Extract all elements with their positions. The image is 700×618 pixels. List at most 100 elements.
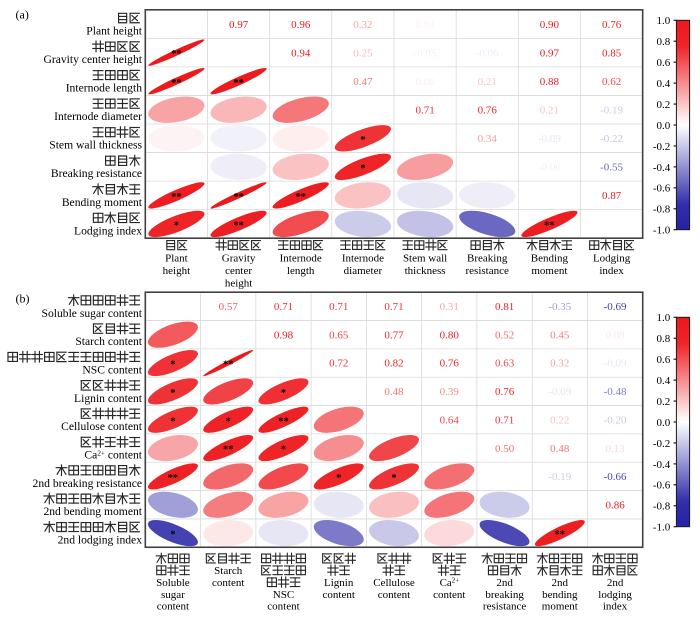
svg-text:0.34: 0.34 bbox=[478, 133, 498, 145]
svg-text:-0.66: -0.66 bbox=[604, 471, 627, 483]
svg-text:index: index bbox=[603, 601, 628, 613]
svg-text:(a): (a) bbox=[16, 8, 29, 22]
svg-text:content: content bbox=[157, 601, 189, 613]
svg-text:**: ** bbox=[233, 192, 244, 203]
svg-text:-0.4: -0.4 bbox=[653, 459, 671, 471]
svg-text:0.57: 0.57 bbox=[219, 301, 239, 313]
svg-text:0.48: 0.48 bbox=[550, 443, 570, 455]
svg-text:content: content bbox=[433, 589, 465, 601]
svg-text:length: length bbox=[287, 265, 315, 277]
svg-text:Plant height: Plant height bbox=[86, 25, 142, 38]
svg-text:Cellulose: Cellulose bbox=[373, 577, 415, 589]
svg-text:Internode: Internode bbox=[342, 252, 384, 264]
svg-text:0.6: 0.6 bbox=[657, 57, 671, 69]
svg-text:0.4: 0.4 bbox=[657, 375, 671, 387]
svg-text:0.63: 0.63 bbox=[495, 358, 515, 370]
svg-text:Internode length: Internode length bbox=[66, 82, 143, 95]
svg-text:1.0: 1.0 bbox=[657, 15, 671, 27]
svg-text:-0.09: -0.09 bbox=[604, 358, 627, 370]
svg-text:*: * bbox=[336, 473, 341, 484]
svg-text:0.32: 0.32 bbox=[550, 358, 569, 370]
svg-text:0.71: 0.71 bbox=[415, 104, 434, 116]
svg-text:**: ** bbox=[555, 530, 566, 541]
svg-text:0.6: 0.6 bbox=[657, 354, 671, 366]
svg-text:**: ** bbox=[233, 221, 244, 232]
svg-text:*: * bbox=[170, 360, 175, 371]
svg-text:2nd breaking resistance: 2nd breaking resistance bbox=[33, 477, 142, 490]
svg-text:Starch content: Starch content bbox=[75, 335, 142, 348]
svg-text:0.90: 0.90 bbox=[540, 19, 560, 31]
svg-text:0.04: 0.04 bbox=[415, 19, 435, 31]
svg-text:Lodging index: Lodging index bbox=[74, 224, 142, 237]
svg-text:0.48: 0.48 bbox=[384, 386, 404, 398]
svg-text:-0.22: -0.22 bbox=[600, 133, 623, 145]
svg-text:0.81: 0.81 bbox=[495, 301, 514, 313]
svg-text:*: * bbox=[360, 163, 365, 174]
svg-text:0.76: 0.76 bbox=[478, 104, 498, 116]
svg-text:*: * bbox=[281, 388, 286, 399]
svg-text:**: ** bbox=[233, 78, 244, 89]
svg-text:0.71: 0.71 bbox=[495, 414, 514, 426]
svg-text:index: index bbox=[599, 265, 624, 277]
svg-text:-0.35: -0.35 bbox=[548, 301, 571, 313]
svg-text:0.8: 0.8 bbox=[657, 333, 671, 345]
svg-text:*: * bbox=[170, 530, 175, 541]
svg-text:resistance: resistance bbox=[483, 601, 526, 613]
svg-text:Cellulose content: Cellulose content bbox=[61, 420, 143, 433]
svg-text:Stem wall thickness: Stem wall thickness bbox=[49, 139, 142, 152]
svg-text:-0.06: -0.06 bbox=[538, 162, 561, 174]
svg-text:content: content bbox=[378, 589, 410, 601]
svg-text:-0.2: -0.2 bbox=[653, 141, 670, 153]
svg-text:*: * bbox=[170, 416, 175, 427]
svg-text:0.22: 0.22 bbox=[550, 414, 569, 426]
svg-text:*: * bbox=[391, 473, 396, 484]
svg-text:-0.55: -0.55 bbox=[600, 162, 623, 174]
svg-text:Starch: Starch bbox=[214, 565, 243, 577]
svg-text:**: ** bbox=[295, 192, 306, 203]
svg-text:content: content bbox=[323, 589, 355, 601]
svg-text:0.94: 0.94 bbox=[291, 47, 311, 59]
svg-text:0.2: 0.2 bbox=[657, 396, 671, 408]
svg-text:Breaking: Breaking bbox=[467, 252, 508, 264]
svg-text:-0.06: -0.06 bbox=[476, 47, 499, 59]
svg-text:-0.8: -0.8 bbox=[653, 501, 671, 513]
svg-text:diameter: diameter bbox=[344, 265, 383, 277]
svg-text:0.08: 0.08 bbox=[605, 329, 625, 341]
svg-text:-0.20: -0.20 bbox=[604, 414, 627, 426]
svg-text:0.80: 0.80 bbox=[440, 329, 460, 341]
svg-text:0.8: 0.8 bbox=[657, 36, 671, 48]
svg-text:content: content bbox=[267, 601, 299, 613]
svg-text:0.64: 0.64 bbox=[440, 414, 460, 426]
svg-text:NSC content: NSC content bbox=[82, 363, 142, 376]
svg-text:2nd: 2nd bbox=[607, 577, 624, 589]
svg-text:0.97: 0.97 bbox=[229, 19, 249, 31]
svg-text:0.88: 0.88 bbox=[540, 76, 560, 88]
svg-text:bending: bending bbox=[542, 589, 578, 601]
svg-text:Breaking resistance: Breaking resistance bbox=[51, 167, 142, 180]
svg-text:0.45: 0.45 bbox=[550, 329, 570, 341]
svg-text:Soluble: Soluble bbox=[156, 577, 190, 589]
svg-text:content: content bbox=[212, 577, 244, 589]
svg-text:-0.6: -0.6 bbox=[653, 480, 671, 492]
svg-text:breaking: breaking bbox=[485, 589, 524, 601]
svg-text:0.96: 0.96 bbox=[291, 19, 311, 31]
svg-text:**: ** bbox=[223, 445, 234, 456]
svg-text:0.71: 0.71 bbox=[274, 301, 293, 313]
svg-text:-0.05: -0.05 bbox=[414, 47, 437, 59]
svg-text:-1.0: -1.0 bbox=[653, 522, 671, 534]
svg-text:0.47: 0.47 bbox=[353, 76, 373, 88]
svg-text:NSC: NSC bbox=[273, 589, 294, 601]
svg-text:0.21: 0.21 bbox=[540, 104, 559, 116]
svg-text:-0.69: -0.69 bbox=[604, 301, 627, 313]
svg-text:**: ** bbox=[171, 49, 182, 60]
svg-text:height: height bbox=[163, 265, 191, 277]
svg-text:**: ** bbox=[171, 78, 182, 89]
svg-text:0.77: 0.77 bbox=[384, 329, 404, 341]
svg-text:-0.2: -0.2 bbox=[653, 438, 670, 450]
svg-text:*: * bbox=[174, 221, 179, 232]
svg-text:1.0: 1.0 bbox=[657, 312, 671, 324]
svg-text:sugar: sugar bbox=[161, 589, 185, 601]
svg-text:-0.19: -0.19 bbox=[548, 471, 571, 483]
svg-text:-0.48: -0.48 bbox=[604, 386, 627, 398]
svg-text:thickness: thickness bbox=[405, 265, 446, 277]
